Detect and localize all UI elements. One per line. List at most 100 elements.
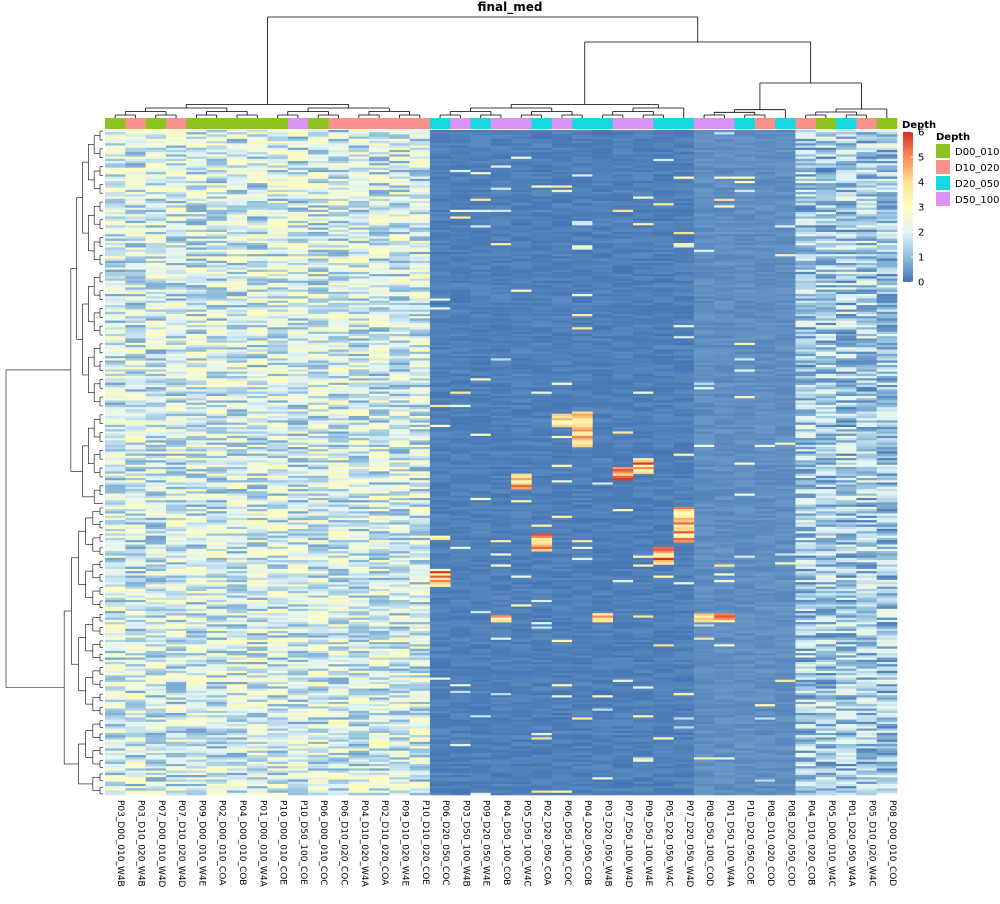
heatmap-cell xyxy=(227,777,248,780)
heatmap-cell xyxy=(105,252,126,255)
heatmap-cell xyxy=(349,367,370,370)
heatmap-cell xyxy=(227,416,248,419)
heatmap-cell xyxy=(227,272,248,275)
heatmap-cell xyxy=(247,157,268,160)
heatmap-cell xyxy=(328,631,349,634)
heatmap-cell xyxy=(247,651,268,654)
heatmap-cell xyxy=(186,332,207,335)
heatmap-cell xyxy=(105,671,126,674)
heatmap-cell xyxy=(288,349,309,352)
heatmap-cell xyxy=(328,161,349,164)
heatmap-cell xyxy=(288,179,309,182)
heatmap-cell xyxy=(227,374,248,377)
heatmap-cell xyxy=(369,549,390,552)
heatmap-cell xyxy=(369,236,390,239)
heatmap-cell xyxy=(369,633,390,636)
heatmap-cell xyxy=(227,247,248,250)
heatmap-cell xyxy=(146,314,167,317)
heatmap-cell xyxy=(125,254,146,257)
heatmap-cell xyxy=(328,715,349,718)
heatmap-cell xyxy=(186,208,207,211)
heatmap-cell xyxy=(186,405,207,408)
heatmap-cell xyxy=(369,724,390,727)
heatmap-cell xyxy=(146,247,167,250)
heatmap-cell xyxy=(369,283,390,286)
heatmap-cell xyxy=(349,243,370,246)
heatmap-cell xyxy=(308,440,329,443)
heatmap-cell xyxy=(207,598,228,601)
heatmap-cell xyxy=(227,704,248,707)
heatmap-cell xyxy=(207,505,228,508)
heatmap-cell xyxy=(166,394,187,397)
heatmap-cell xyxy=(308,496,329,499)
heatmap-cell xyxy=(186,507,207,510)
heatmap-cell xyxy=(288,751,309,754)
heatmap-cell xyxy=(186,720,207,723)
heatmap-cell xyxy=(186,365,207,368)
heatmap-cell xyxy=(288,420,309,423)
heatmap-cell xyxy=(349,365,370,368)
heatmap-cell xyxy=(105,460,126,463)
heatmap-cell xyxy=(389,658,410,661)
heatmap-cell xyxy=(308,751,329,754)
heatmap-cell xyxy=(166,316,187,319)
heatmap-cell xyxy=(349,216,370,219)
heatmap-cell xyxy=(369,669,390,672)
heatmap-cell xyxy=(125,354,146,357)
heatmap-cell xyxy=(166,695,187,698)
heatmap-cell xyxy=(186,527,207,530)
heatmap-cell xyxy=(369,717,390,720)
heatmap-cell xyxy=(166,482,187,485)
heatmap-cell xyxy=(288,358,309,361)
heatmap-cell xyxy=(267,680,288,683)
heatmap-cell xyxy=(166,631,187,634)
heatmap-cell xyxy=(146,185,167,188)
heatmap-cell xyxy=(308,527,329,530)
heatmap-cell xyxy=(207,715,228,718)
heatmap-cell xyxy=(146,347,167,350)
heatmap-cell xyxy=(186,374,207,377)
heatmap-cell xyxy=(105,192,126,195)
heatmap-cell xyxy=(146,256,167,259)
heatmap-cell xyxy=(308,174,329,177)
heatmap-cell xyxy=(125,168,146,171)
heatmap-cell xyxy=(410,197,431,200)
heatmap-cell xyxy=(369,192,390,195)
heatmap-cell xyxy=(146,573,167,576)
heatmap-cell xyxy=(146,547,167,550)
heatmap-cell xyxy=(389,454,410,457)
heatmap-cell xyxy=(308,680,329,683)
heatmap-cell xyxy=(186,325,207,328)
heatmap-cell xyxy=(389,336,410,339)
heatmap-cell xyxy=(227,132,248,135)
heatmap-cell xyxy=(328,689,349,692)
heatmap-cell xyxy=(267,358,288,361)
heatmap-cell xyxy=(369,525,390,528)
heatmap-cell xyxy=(267,236,288,239)
heatmap-cell xyxy=(267,463,288,466)
heatmap-cell xyxy=(247,500,268,503)
heatmap-cell xyxy=(125,451,146,454)
heatmap-cell xyxy=(389,740,410,743)
heatmap-cell xyxy=(166,429,187,432)
heatmap-cell xyxy=(227,234,248,237)
heatmap-cell xyxy=(105,580,126,583)
heatmap-cell xyxy=(207,443,228,446)
heatmap-cell xyxy=(105,334,126,337)
heatmap-cell xyxy=(227,298,248,301)
heatmap-cell xyxy=(308,132,329,135)
heatmap-cell xyxy=(186,194,207,197)
heatmap-cell xyxy=(308,593,329,596)
heatmap-cell xyxy=(105,545,126,548)
heatmap-cell xyxy=(267,511,288,514)
heatmap-cell xyxy=(267,737,288,740)
heatmap-cell xyxy=(267,434,288,437)
heatmap-cell xyxy=(186,434,207,437)
heatmap-cell xyxy=(186,596,207,599)
heatmap-cell xyxy=(125,303,146,306)
heatmap-cell xyxy=(125,678,146,681)
heatmap-cell xyxy=(247,624,268,627)
heatmap-cell xyxy=(369,272,390,275)
heatmap-cell xyxy=(369,786,390,789)
heatmap-cell xyxy=(207,651,228,654)
